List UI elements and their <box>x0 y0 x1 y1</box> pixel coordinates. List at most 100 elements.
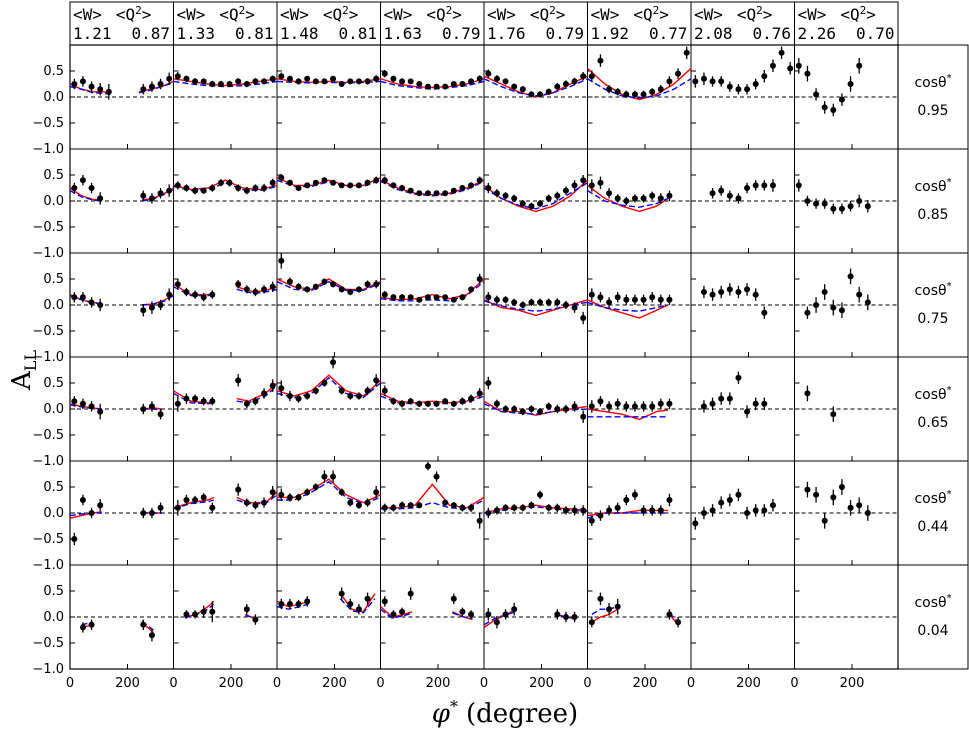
data-point <box>588 182 595 189</box>
data-point <box>97 86 104 93</box>
data-point <box>493 296 500 303</box>
data-point <box>407 398 414 405</box>
data-point <box>148 510 155 516</box>
data-point <box>330 359 337 366</box>
data-point <box>209 504 216 511</box>
x-tick-label: 200 <box>633 676 658 691</box>
column-header-q-sup: 2 <box>342 4 349 17</box>
data-point <box>364 499 371 506</box>
data-point <box>269 75 276 82</box>
column-header-label: <W> <Q2> <box>798 4 876 24</box>
panel-grid-layer <box>69 1 969 670</box>
data-point <box>390 504 397 511</box>
data-point <box>580 413 587 420</box>
data-point <box>761 182 768 189</box>
column-header-w-label: <W> <box>487 5 516 24</box>
y-tick-label: −1.0 <box>32 558 64 573</box>
data-point <box>304 182 311 189</box>
data-point <box>752 81 759 87</box>
data-point <box>321 78 328 85</box>
data-point <box>364 387 371 394</box>
data-point <box>528 91 535 98</box>
data-point <box>485 185 492 191</box>
y-tick-label: 0.5 <box>43 272 64 287</box>
data-point <box>424 463 431 470</box>
data-point <box>192 497 199 503</box>
y-tick-label: −0.5 <box>32 324 64 339</box>
data-point <box>312 179 319 186</box>
data-point <box>649 192 656 199</box>
model-curve-blue <box>173 80 278 88</box>
data-point <box>226 81 233 87</box>
data-point <box>261 78 268 85</box>
row-label-cos-sup: * <box>947 177 952 188</box>
data-point <box>700 289 707 295</box>
data-point <box>192 611 199 618</box>
data-point <box>597 57 604 64</box>
column-header-q2-value: 0.81 <box>339 24 378 43</box>
data-point <box>657 195 664 202</box>
data-point <box>278 73 285 80</box>
data-point <box>545 504 552 511</box>
data-point <box>847 81 854 87</box>
data-point <box>330 75 337 82</box>
data-point <box>511 606 518 613</box>
data-point <box>166 187 173 194</box>
column-header-q-label: <Q <box>219 5 238 24</box>
row-label-cos-text: cosθ <box>914 283 946 299</box>
data-point <box>442 294 449 301</box>
row-label-cos: cosθ* <box>914 385 951 403</box>
data-point <box>252 289 259 295</box>
model-curve-blue <box>483 403 588 415</box>
data-point <box>355 606 362 613</box>
column-header-w-value: 2.08 <box>694 24 733 43</box>
model-curve-red <box>380 483 485 509</box>
data-point <box>718 187 725 194</box>
data-point <box>485 380 492 386</box>
data-point <box>476 276 483 282</box>
column-header-q-sup: 2 <box>549 4 556 17</box>
data-point <box>442 83 449 90</box>
data-point <box>493 507 500 514</box>
data-point <box>700 75 707 82</box>
data-point <box>338 489 345 496</box>
model-curve-blue <box>380 395 485 405</box>
data-point <box>528 502 535 509</box>
y-tick-label: −1.0 <box>32 662 64 677</box>
column-header-q2-value: 0.79 <box>546 24 585 43</box>
data-point <box>416 296 423 303</box>
model-curve-red <box>483 608 516 628</box>
model-curve-blue <box>69 404 102 410</box>
row-label-value: 0.44 <box>917 519 948 535</box>
data-point <box>597 398 604 405</box>
x-tick-label: 200 <box>219 676 244 691</box>
data-point <box>235 78 242 85</box>
data-point <box>269 179 276 186</box>
row-label-cos-sup: * <box>947 281 952 292</box>
data-point <box>821 517 828 524</box>
data-point <box>252 398 259 405</box>
data-point <box>709 190 716 197</box>
data-point <box>450 296 457 303</box>
column-header-w-label: <W> <box>798 5 827 24</box>
model-curve-blue <box>587 78 692 99</box>
data-point <box>390 75 397 82</box>
column-header-values: 1.92 0.77 <box>591 24 688 43</box>
data-point <box>450 400 457 407</box>
data-point <box>502 78 509 85</box>
data-point <box>726 286 733 293</box>
data-point <box>295 601 302 607</box>
data-point <box>243 606 250 613</box>
data-point <box>830 494 837 501</box>
data-point <box>744 286 751 293</box>
x-tick-label: 0 <box>376 676 384 691</box>
data-point <box>140 307 147 314</box>
data-point <box>243 81 250 87</box>
column-header-w-label: <W> <box>694 5 723 24</box>
data-point <box>666 296 673 303</box>
data-point <box>442 499 449 506</box>
data-point <box>562 406 569 412</box>
data-point <box>200 608 207 615</box>
data-point <box>588 619 595 626</box>
model-curve-red <box>587 184 669 213</box>
